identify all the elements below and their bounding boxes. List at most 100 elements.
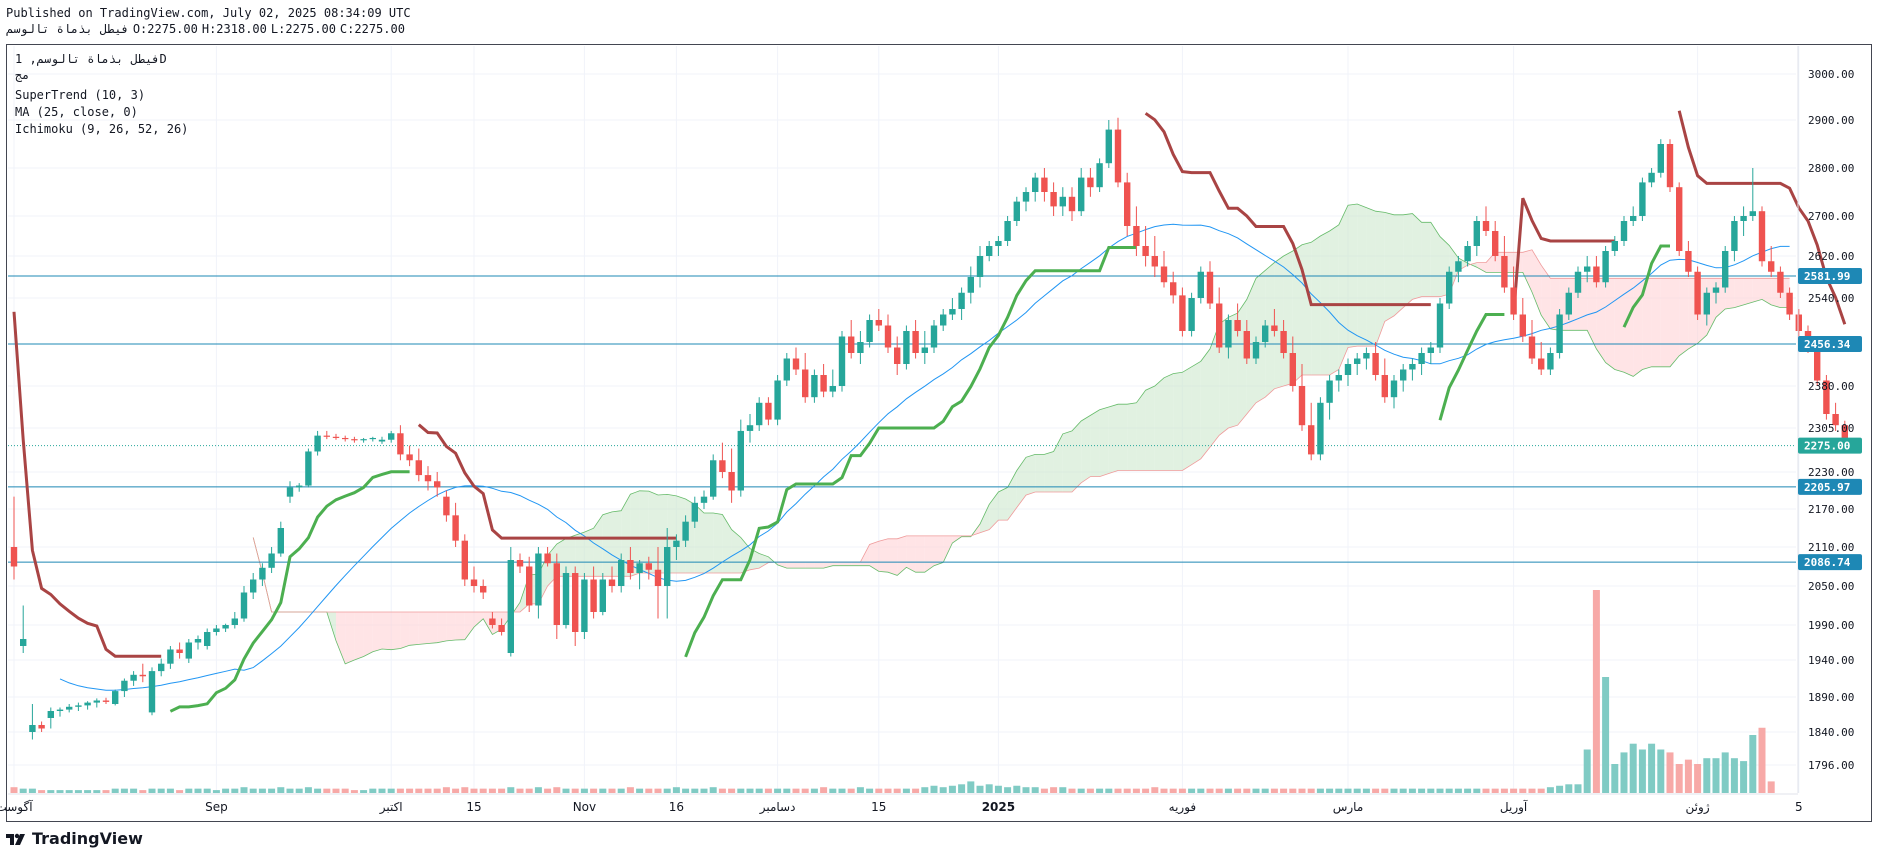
candle-body[interactable] (75, 705, 82, 707)
candle-body[interactable] (986, 246, 993, 256)
candle-body[interactable] (1777, 271, 1784, 293)
candle-body[interactable] (1712, 287, 1720, 293)
candle-body[interactable] (820, 375, 827, 392)
candle-body[interactable] (213, 628, 220, 633)
candle-body[interactable] (756, 402, 763, 426)
candle-body[interactable] (47, 711, 54, 718)
candle-body[interactable] (56, 709, 64, 711)
candle-body[interactable] (1216, 303, 1223, 348)
candle-body[interactable] (185, 642, 192, 659)
candle-body[interactable] (1308, 425, 1315, 455)
candle-body[interactable] (10, 547, 18, 567)
legend-ichimoku[interactable]: Ichimoku (9, 26, 52, 26) (15, 122, 189, 136)
candle-body[interactable] (1317, 402, 1324, 455)
candle-body[interactable] (1584, 266, 1591, 272)
candle-body[interactable] (1409, 364, 1416, 370)
candle-body[interactable] (967, 277, 974, 293)
candle-body[interactable] (1814, 347, 1821, 381)
candle-body[interactable] (1768, 261, 1775, 272)
legend-ma[interactable]: MA (25, close, 0) (15, 105, 138, 119)
candle-body[interactable] (976, 256, 984, 277)
candle-body[interactable] (1363, 353, 1370, 359)
candle-body[interactable] (1096, 163, 1103, 188)
candle-body[interactable] (1390, 380, 1398, 398)
candle-body[interactable] (470, 579, 478, 587)
candle-body[interactable] (1252, 342, 1260, 359)
candle-body[interactable] (1280, 331, 1287, 353)
candle-body[interactable] (618, 560, 625, 586)
candle-body[interactable] (1464, 246, 1471, 262)
candle-body[interactable] (1446, 271, 1453, 304)
candle-body[interactable] (1786, 292, 1793, 315)
candle-body[interactable] (1722, 251, 1729, 288)
candle-body[interactable] (1436, 303, 1444, 348)
candle-body[interactable] (323, 435, 330, 437)
candle-body[interactable] (1823, 380, 1830, 415)
candle-body[interactable] (1620, 221, 1628, 241)
candle-body[interactable] (397, 433, 404, 455)
candle-body[interactable] (765, 402, 772, 420)
candle-body[interactable] (1639, 182, 1646, 216)
candle-body[interactable] (29, 725, 36, 732)
candle-body[interactable] (636, 563, 643, 573)
candle-body[interactable] (1630, 216, 1637, 221)
candle-body[interactable] (1547, 353, 1554, 370)
candle-body[interactable] (424, 475, 432, 482)
candle-body[interactable] (231, 618, 238, 626)
candle-body[interactable] (746, 425, 754, 431)
candle-body[interactable] (1298, 386, 1306, 426)
candle-body[interactable] (949, 309, 956, 315)
candle-body[interactable] (194, 639, 202, 643)
candle-body[interactable] (848, 336, 855, 354)
candle-body[interactable] (1344, 364, 1352, 375)
candle-body[interactable] (93, 700, 100, 703)
candle-body[interactable] (1473, 221, 1480, 246)
candle-body[interactable] (875, 320, 882, 326)
candle-body[interactable] (139, 674, 146, 677)
candle-body[interactable] (581, 579, 588, 633)
candle-body[interactable] (240, 592, 248, 619)
candle-body[interactable] (1372, 353, 1379, 375)
candle-body[interactable] (673, 540, 680, 547)
candle-body[interactable] (1326, 380, 1333, 403)
candle-body[interactable] (1841, 425, 1848, 446)
candle-body[interactable] (1492, 231, 1499, 256)
candle-body[interactable] (1556, 314, 1563, 354)
candle-body[interactable] (1749, 211, 1756, 216)
candle-body[interactable] (489, 618, 496, 626)
candle-body[interactable] (1114, 129, 1122, 183)
candle-body[interactable] (1354, 358, 1361, 365)
candle-body[interactable] (1676, 187, 1683, 251)
candle-body[interactable] (1427, 347, 1434, 354)
candle-body[interactable] (940, 314, 947, 326)
candle-body[interactable] (1758, 211, 1766, 262)
candle-body[interactable] (222, 625, 229, 629)
candle-body[interactable] (20, 639, 27, 646)
candle-body[interactable] (884, 325, 892, 348)
candle-body[interactable] (1013, 201, 1020, 221)
candle-body[interactable] (682, 521, 689, 541)
candle-body[interactable] (1179, 295, 1186, 331)
candle-body[interactable] (1271, 325, 1278, 332)
candle-body[interactable] (719, 460, 726, 472)
candle-body[interactable] (480, 586, 487, 593)
candle-body[interactable] (829, 386, 836, 392)
candle-body[interactable] (1381, 375, 1388, 398)
candle-body[interactable] (1574, 271, 1582, 293)
candle-body[interactable] (1078, 177, 1085, 212)
candle-body[interactable] (1482, 221, 1490, 231)
candle-body[interactable] (1133, 226, 1140, 246)
candle-body[interactable] (66, 706, 73, 710)
tradingview-brand[interactable]: TradingView (6, 829, 143, 848)
candle-body[interactable] (1611, 241, 1618, 251)
candle-body[interactable] (1059, 196, 1066, 207)
candle-body[interactable] (406, 454, 413, 461)
candle-body[interactable] (627, 560, 634, 573)
candle-body[interactable] (305, 451, 312, 486)
candle-body[interactable] (664, 547, 671, 586)
candle-body[interactable] (1041, 177, 1048, 192)
candle-body[interactable] (866, 320, 873, 342)
candle-body[interactable] (838, 336, 846, 387)
candle-body[interactable] (148, 671, 156, 713)
candle-body[interactable] (167, 649, 174, 664)
